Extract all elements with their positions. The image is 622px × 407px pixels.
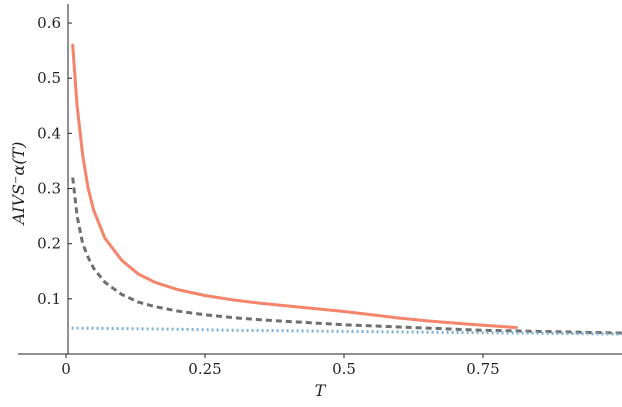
series-line-dashed	[71, 177, 622, 335]
y-tick-label: 0.2	[37, 235, 61, 253]
series-line-solid	[71, 43, 518, 329]
x-tick-label: 0.25	[188, 360, 221, 378]
x-tick-label: 0.75	[466, 360, 499, 378]
y-tick-label: 0.4	[37, 124, 61, 142]
y-axis-label: AIVS⁻α(T)	[9, 142, 28, 227]
x-tick-label: 0	[61, 360, 71, 378]
x-tick-label: 0.5	[332, 360, 356, 378]
y-tick-label: 0.1	[37, 290, 61, 308]
x-axis-label: T	[315, 381, 327, 400]
y-tick-label: 0.3	[37, 180, 61, 198]
axes: 0 0.25 0.5 0.75 0.1 0.2 0.3 0.4 0.5 0.6	[18, 4, 622, 378]
y-tick-label: 0.6	[37, 14, 61, 32]
y-tick-label: 0.5	[37, 69, 61, 87]
series-layer	[71, 43, 622, 336]
